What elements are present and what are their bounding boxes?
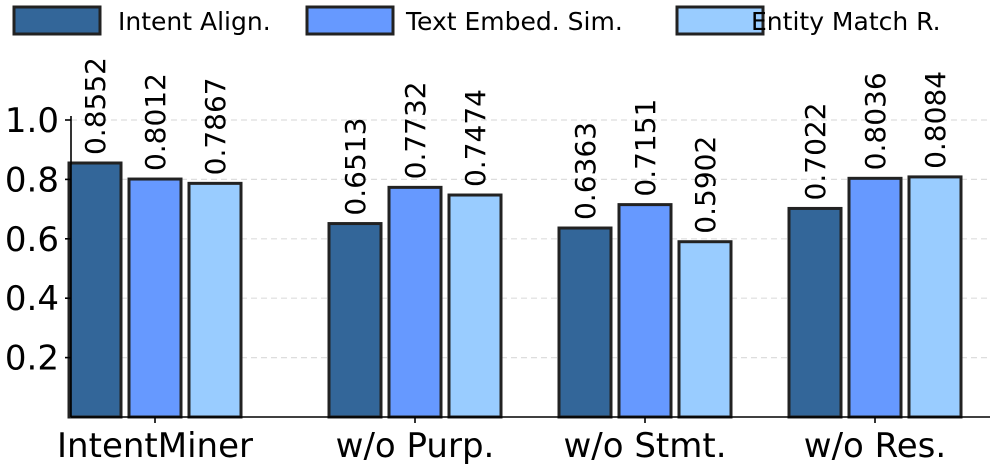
bar [677,240,733,419]
y-tick-label: 0.2 [5,339,59,379]
x-tick-label: w/o Purp. [336,426,495,466]
data-label: 0.7732 [399,81,432,179]
bar [617,203,673,419]
bar [187,181,243,419]
data-label: 0.7474 [459,89,492,187]
legend-swatch [12,5,102,36]
data-label: 0.7151 [629,99,662,197]
data-label: 0.6363 [569,122,602,220]
bar [847,176,903,419]
y-tick-label: 0.6 [5,220,59,260]
legend: Intent Align. Text Embed. Sim. Entity Matc… [12,5,941,36]
y-tick-label: 1.0 [5,101,59,141]
bar [787,206,843,419]
data-label: 0.6513 [339,118,372,216]
data-label: 0.8012 [139,73,172,171]
legend-swatch [305,5,395,36]
y-tick-label: 0.8 [5,160,59,200]
legend-item: Entity Match R. [675,5,941,36]
data-label: 0.8084 [919,71,952,169]
data-label: 0.7867 [199,77,232,175]
data-label: 0.8036 [859,72,892,170]
legend-item: Intent Align. [12,5,271,36]
bar [557,226,613,419]
data-label: 0.8552 [79,57,112,155]
bar [447,193,503,419]
y-tick-label: 0.4 [5,279,59,319]
bars [67,161,963,419]
bar [127,177,183,419]
data-label: 0.5902 [689,136,722,234]
x-tick-label: w/o Stmt. [563,426,726,466]
data-label: 0.7022 [799,102,832,200]
x-axis-ticks: IntentMiner w/o Purp. w/o Stmt. w/o Res. [57,417,946,466]
legend-label: Text Embed. Sim. [405,7,623,36]
x-tick-label: w/o Res. [804,426,946,466]
value-labels: 0.8552 0.6513 0.6363 0.7022 0.8012 0.7732 0.71… [79,57,952,234]
bar [67,161,123,419]
bar [327,222,383,419]
legend-label: Entity Match R. [751,7,941,36]
legend-item: Text Embed. Sim. [305,5,623,36]
bar [387,185,443,419]
legend-swatch [675,5,765,36]
legend-label: Intent Align. [118,7,271,36]
axes [70,116,990,418]
x-tick-label: IntentMiner [57,426,253,466]
bar [907,175,963,419]
y-axis-ticks: 0.2 0.4 0.6 0.8 1.0 [5,101,71,379]
